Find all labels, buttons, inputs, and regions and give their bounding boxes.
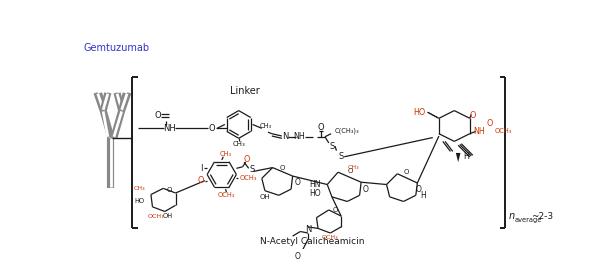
Text: C(CH₃)₃: C(CH₃)₃: [334, 127, 359, 134]
Text: O: O: [155, 111, 161, 120]
Text: O: O: [404, 169, 410, 175]
Text: OH: OH: [260, 194, 270, 200]
Text: OCH₃: OCH₃: [147, 214, 164, 219]
Text: H: H: [463, 152, 469, 161]
Text: O: O: [469, 111, 476, 120]
Text: n: n: [508, 211, 515, 221]
Text: S: S: [329, 141, 335, 151]
Text: Linker: Linker: [230, 86, 260, 96]
Text: O: O: [295, 252, 301, 262]
Text: CH₃: CH₃: [233, 141, 245, 148]
Text: Gemtuzumab: Gemtuzumab: [83, 43, 149, 53]
Text: O: O: [318, 123, 324, 132]
Polygon shape: [456, 153, 460, 162]
Text: OCH₃: OCH₃: [217, 192, 235, 197]
Text: O: O: [198, 176, 204, 185]
Text: OCH₃: OCH₃: [239, 175, 257, 181]
Text: CH₃: CH₃: [260, 123, 272, 129]
Text: I: I: [200, 164, 202, 173]
Text: CH₃: CH₃: [220, 151, 232, 157]
Text: HO: HO: [414, 108, 426, 117]
Text: HO: HO: [135, 198, 145, 204]
Text: O: O: [208, 124, 215, 133]
Text: O: O: [294, 178, 300, 188]
Text: NH: NH: [473, 127, 485, 136]
Text: O: O: [348, 169, 353, 174]
Text: ~2-3: ~2-3: [532, 212, 553, 221]
Text: average: average: [515, 217, 542, 223]
Text: OCH₃: OCH₃: [322, 235, 339, 240]
Text: N: N: [305, 225, 311, 234]
Text: O: O: [244, 155, 251, 164]
Text: OH: OH: [163, 213, 173, 219]
Text: H: H: [420, 191, 426, 200]
Text: HO: HO: [309, 189, 321, 198]
Text: S: S: [249, 165, 254, 174]
Text: CH₃: CH₃: [133, 186, 145, 191]
Text: NH: NH: [163, 124, 176, 133]
Text: CH₃: CH₃: [348, 165, 359, 170]
Text: O: O: [362, 185, 368, 194]
Text: O: O: [487, 119, 493, 128]
Text: O: O: [416, 185, 422, 194]
Text: O: O: [167, 187, 172, 193]
Text: OCH₃: OCH₃: [494, 129, 512, 134]
Text: N-Acetyl Calicheamicin: N-Acetyl Calicheamicin: [260, 237, 364, 246]
Text: HN: HN: [310, 180, 321, 189]
Text: NH: NH: [293, 132, 304, 141]
Text: O: O: [332, 207, 338, 213]
Text: O: O: [279, 165, 284, 171]
Text: N: N: [281, 132, 288, 141]
Text: S: S: [338, 152, 344, 161]
